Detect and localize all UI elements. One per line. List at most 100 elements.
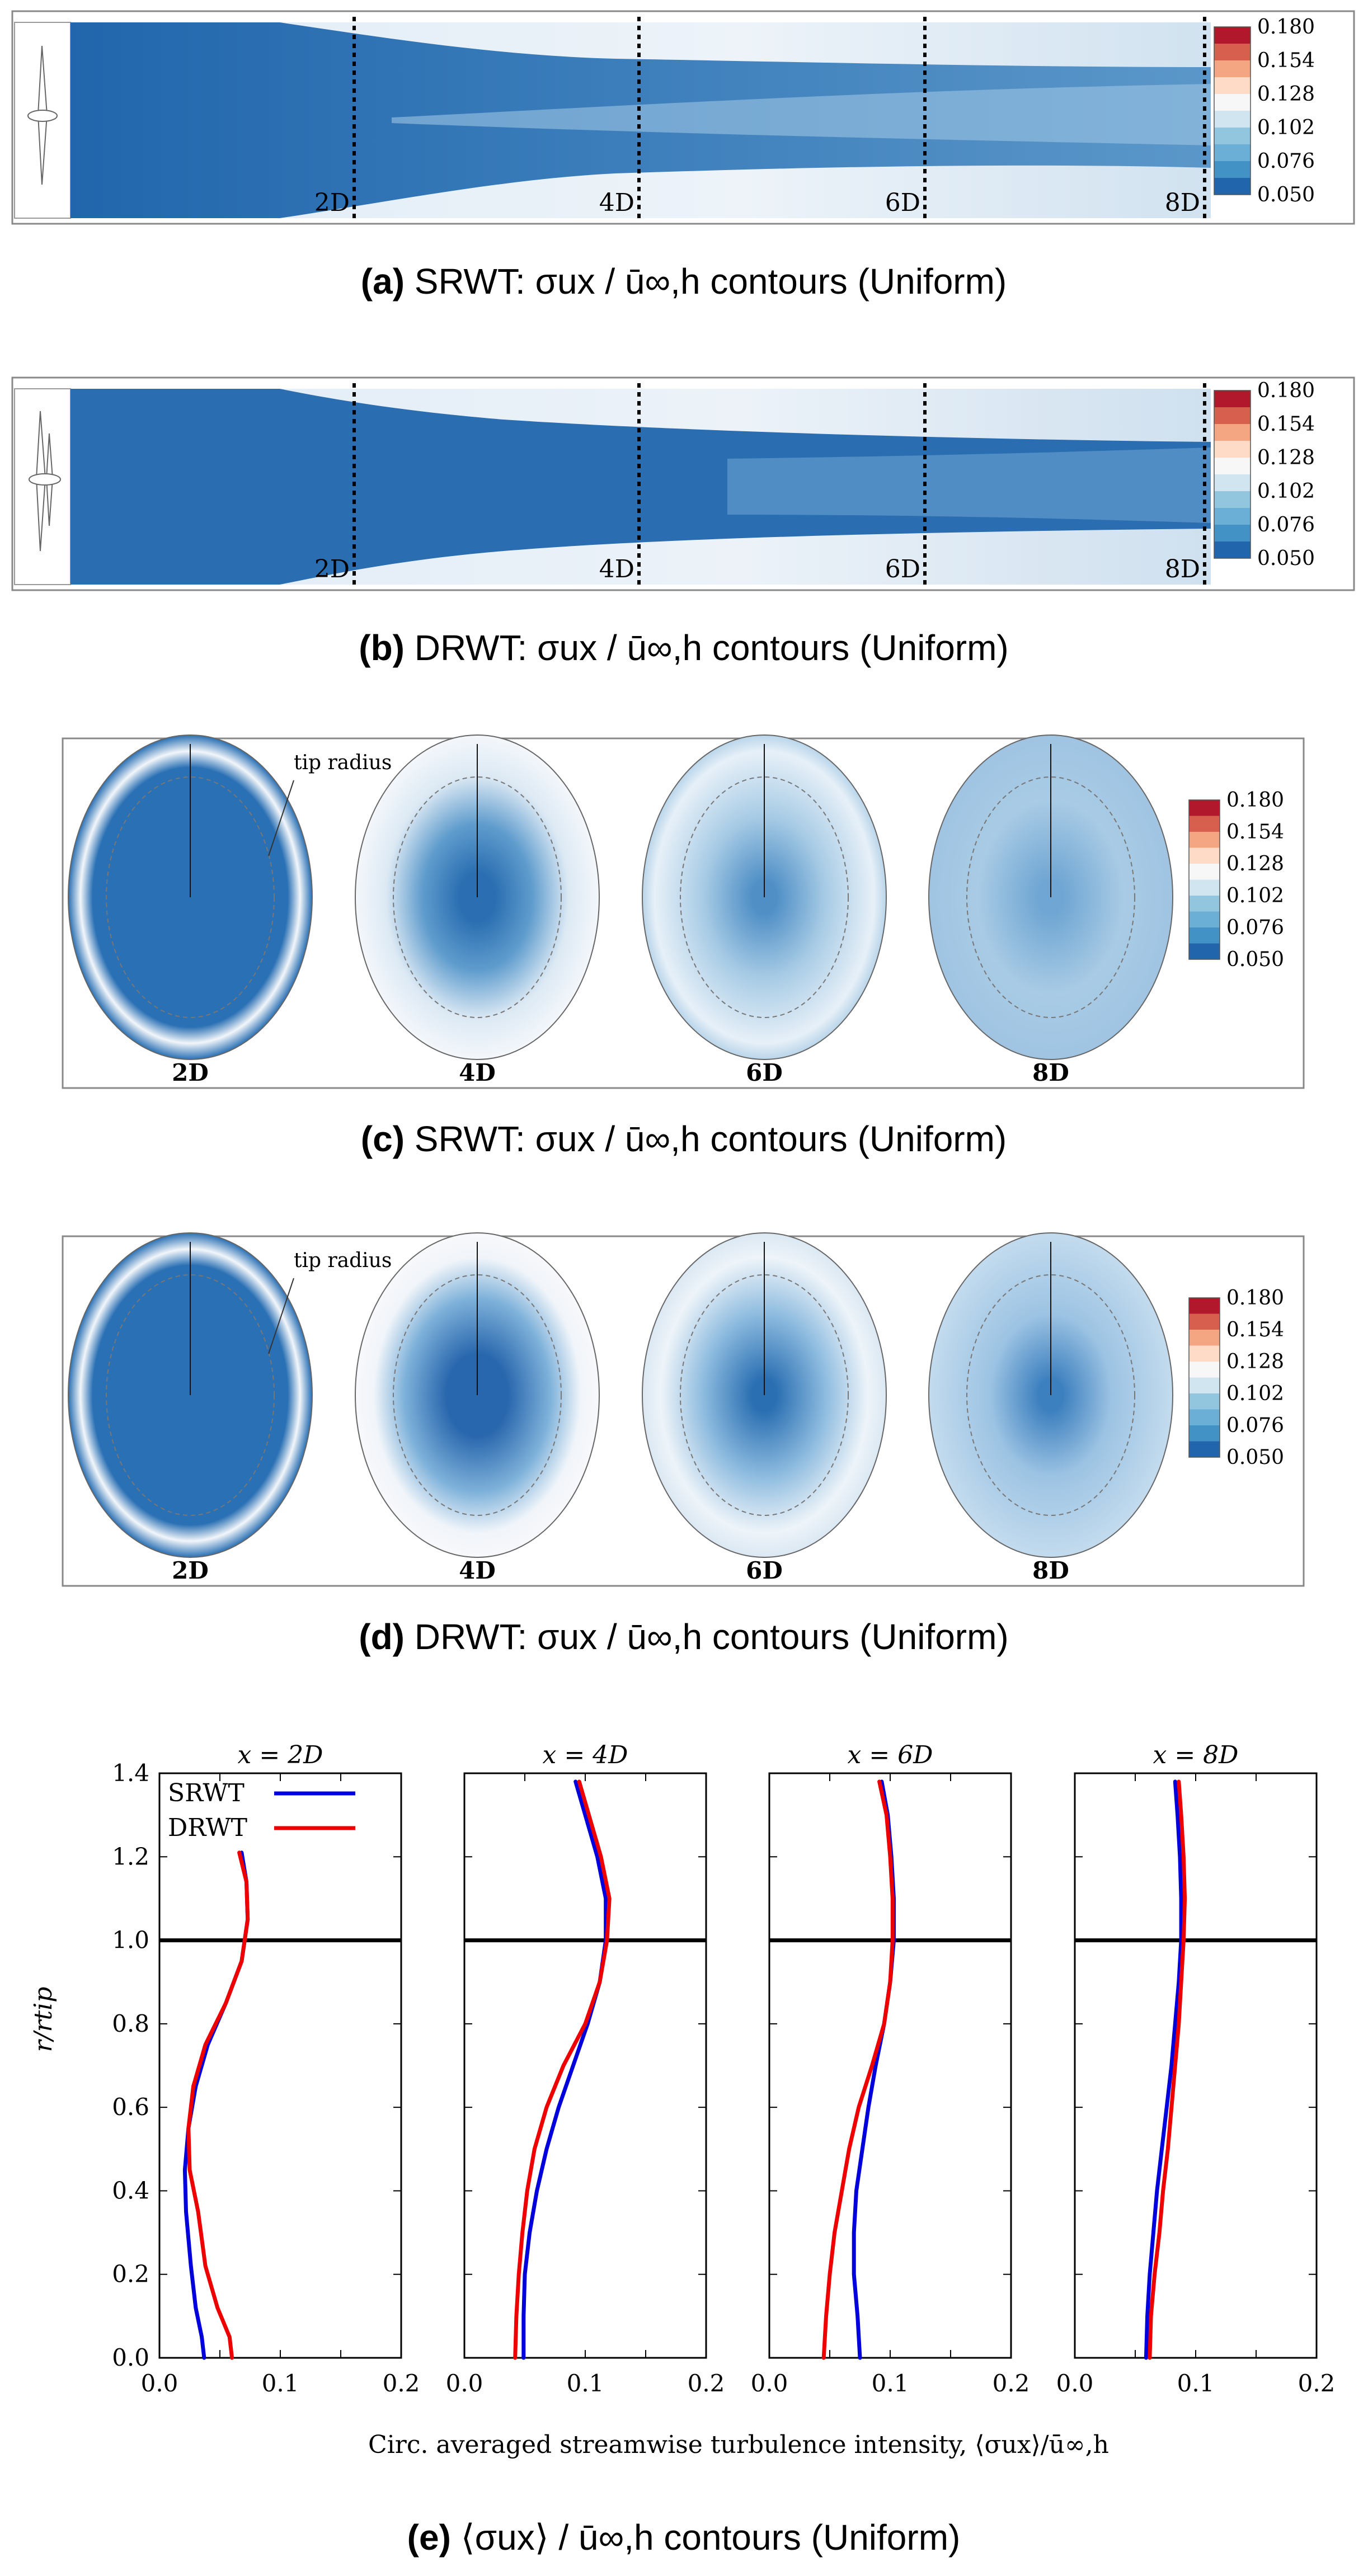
series-line-srwt xyxy=(521,1779,608,2360)
y-tick-label: 1.4 xyxy=(112,1759,149,1787)
station-label: 6D xyxy=(885,189,920,217)
colorbar-tick-label: 0.128 xyxy=(1257,83,1315,106)
series-line-srwt xyxy=(1144,1779,1183,2360)
colorbar-band xyxy=(1189,832,1220,848)
legend-label: DRWT xyxy=(168,1814,247,1842)
x-tick-label: 0.1 xyxy=(1177,2370,1215,2397)
chart-title: x = 6D xyxy=(848,1741,933,1769)
colorbar-band xyxy=(1214,458,1251,475)
x-tick-label: 0.0 xyxy=(751,2370,788,2397)
colorbar-band xyxy=(1214,491,1251,508)
y-tick-label: 0.0 xyxy=(112,2344,149,2371)
colorbar-tick-label: 0.102 xyxy=(1257,116,1315,139)
wake-shear-bottom-a xyxy=(280,165,1211,218)
colorbar-band xyxy=(1214,77,1251,95)
colorbar-band xyxy=(1214,144,1251,162)
y-tick-label: 0.4 xyxy=(112,2177,149,2204)
colorbar-band xyxy=(1189,896,1220,912)
colorbar-band xyxy=(1214,161,1251,178)
colorbar-tick-label: 0.180 xyxy=(1257,16,1315,39)
x-tick-label: 0.0 xyxy=(1056,2370,1094,2397)
x-tick-label: 0.0 xyxy=(141,2370,178,2397)
station-label: 2D xyxy=(314,555,350,583)
station-lines-b xyxy=(352,383,1206,587)
colorbar-band xyxy=(1214,44,1251,61)
x-tick-label: 0.0 xyxy=(446,2370,483,2397)
cross-section-6d xyxy=(642,1232,887,1558)
colorbar-tick-label: 0.076 xyxy=(1257,150,1315,173)
wake-shear-top-a xyxy=(280,22,1211,67)
legend-label: SRWT xyxy=(168,1779,245,1807)
plot-frame xyxy=(158,1772,402,2359)
colorbar-tick-label: 0.102 xyxy=(1226,884,1284,907)
cross-section-2d xyxy=(68,734,313,1060)
caption-d: (d) DRWT: σux / ū∞,h contours (Uniform) xyxy=(359,1617,1008,1657)
series-line-drwt xyxy=(513,1779,612,2360)
colorbar-band xyxy=(1189,847,1220,864)
colorbar-band xyxy=(1214,441,1251,458)
wake-shear-top-b xyxy=(280,389,1211,442)
y-tick-label: 0.8 xyxy=(112,2010,149,2037)
y-tick-label: 0.6 xyxy=(112,2093,149,2121)
plot-frame xyxy=(1074,1772,1318,2359)
x-tick-label: 0.1 xyxy=(567,2370,604,2397)
wake-band-b xyxy=(727,448,1211,523)
cross-section-6d xyxy=(642,734,887,1060)
wake-shear-bottom-b xyxy=(280,529,1211,585)
colorbar-tick-label: 0.050 xyxy=(1257,183,1315,206)
colorbar-frame xyxy=(1188,799,1220,960)
colorbar-tick-label: 0.050 xyxy=(1226,948,1284,971)
colorbar-band xyxy=(1214,407,1251,425)
colorbar-band xyxy=(1189,816,1220,832)
plot-frame xyxy=(463,1772,707,2359)
colorbar-band xyxy=(1214,508,1251,525)
colorbar-band xyxy=(1214,424,1251,441)
y-tick-label: 1.0 xyxy=(112,1927,149,1954)
x-tick-label: 0.2 xyxy=(993,2370,1030,2397)
station-label: 4D xyxy=(599,555,634,583)
caption-c: (c) SRWT: σux / ū∞,h contours (Uniform) xyxy=(361,1119,1007,1159)
colorbar-tick-label: 0.102 xyxy=(1226,1382,1284,1405)
tip-radius-leader xyxy=(268,1278,294,1354)
panel-a: 2D 4D 6D 8D 0.180 0.154 0.128 0.102 0.076 0.0… xyxy=(11,10,1355,225)
panel-e: 0.0 0.2 0.4 0.6 0.8 1.0 1.2 1.4 0.0 0.1 0.2 x = 2D S… xyxy=(112,1741,1335,2397)
station-label: 8D xyxy=(1165,555,1200,583)
chart-title: x = 8D xyxy=(1153,1741,1239,1769)
colorbar-band xyxy=(1214,390,1251,408)
cross-section-8d xyxy=(928,1232,1173,1558)
caption-a: (a) SRWT: σux / ū∞,h contours (Uniform) xyxy=(361,261,1007,302)
station-label: 4D xyxy=(459,1557,496,1584)
x-tick-label: 0.2 xyxy=(1298,2370,1336,2397)
colorbar-band xyxy=(1189,879,1220,896)
colorbar-band xyxy=(1214,541,1251,559)
colorbar-band xyxy=(1189,1298,1220,1314)
colorbar-tick-label: 0.076 xyxy=(1226,916,1284,939)
tip-radius-label: tip radius xyxy=(294,1249,392,1272)
colorbar-tick-label: 0.076 xyxy=(1226,1414,1284,1437)
colorbar-tick-label: 0.102 xyxy=(1257,480,1315,503)
colorbar: 0.180 0.154 0.128 0.102 0.076 0.050 xyxy=(1188,1287,1284,1469)
colorbar-tick-label: 0.050 xyxy=(1226,1446,1284,1469)
colorbar-tick-label: 0.154 xyxy=(1257,413,1315,436)
colorbar-tick-label: 0.050 xyxy=(1257,547,1315,570)
colorbar-tick-label: 0.180 xyxy=(1257,379,1315,402)
station-label: 6D xyxy=(885,555,920,583)
line-chart-4: 0.0 0.1 0.2 x = 8D xyxy=(1056,1741,1336,2397)
chart-title: x = 4D xyxy=(543,1741,628,1769)
colorbar: 0.180 0.154 0.128 0.102 0.076 0.050 xyxy=(1214,379,1315,570)
turbine-icon xyxy=(27,45,58,185)
panel-c: tip radius 2D 4D 6D 8D 0.1800.1540.1280.… xyxy=(62,734,1305,1089)
colorbar-tick-label: 0.128 xyxy=(1226,853,1284,875)
station-label: 2D xyxy=(172,1557,209,1584)
colorbar-tick-label: 0.154 xyxy=(1226,821,1284,844)
station-label: 8D xyxy=(1032,1059,1069,1086)
station-lines-a xyxy=(352,17,1206,221)
colorbar: 0.180 0.154 0.128 0.102 0.076 0.050 xyxy=(1188,789,1284,971)
wake-core-mid-a xyxy=(392,84,1211,145)
x-axis-label: Circ. averaged streamwise turbulence int… xyxy=(368,2431,1109,2459)
x-tick-label: 0.2 xyxy=(688,2370,725,2397)
colorbar-band xyxy=(1189,864,1220,880)
caption-b: (b) DRWT: σux / ū∞,h contours (Uniform) xyxy=(359,628,1008,668)
colorbar: 0.180 0.154 0.128 0.102 0.076 0.050 xyxy=(1214,16,1315,206)
cross-section-8d xyxy=(928,734,1173,1060)
